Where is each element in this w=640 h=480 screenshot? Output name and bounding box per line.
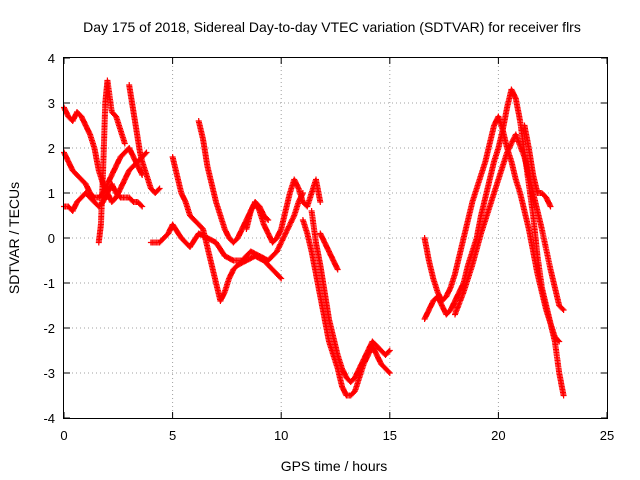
series-markers (95, 77, 128, 246)
x-tick-label: 0 (60, 428, 67, 443)
series-markers (126, 82, 163, 196)
x-tick-label: 15 (383, 428, 397, 443)
series-markers (308, 208, 393, 385)
y-tick-label: 1 (48, 186, 55, 201)
series-4 (95, 77, 128, 246)
y-tick-label: -1 (43, 276, 55, 291)
series-8 (195, 118, 272, 246)
series-markers (169, 154, 285, 304)
y-tick-label: -4 (43, 411, 55, 426)
series-9 (243, 176, 324, 246)
series-markers (243, 176, 324, 246)
x-tick-label: 10 (274, 428, 288, 443)
plot-frame (63, 57, 608, 419)
series-markers (452, 131, 567, 318)
y-tick-label: -3 (43, 366, 55, 381)
y-tick-label: 2 (48, 141, 55, 156)
series-markers (195, 118, 272, 246)
y-tick-label: -2 (43, 321, 55, 336)
x-tick-label: 25 (600, 428, 614, 443)
y-tick-label: 3 (48, 96, 55, 111)
series-15 (452, 131, 567, 318)
y-tick-label: 0 (48, 231, 55, 246)
chart-title: Day 175 of 2018, Sidereal Day-to-day VTE… (83, 19, 581, 35)
series-5 (126, 82, 163, 196)
x-tick-label: 5 (169, 428, 176, 443)
series-7 (169, 154, 285, 304)
y-axis-label: SDTVAR / TECUs (6, 182, 22, 294)
x-tick-label: 20 (491, 428, 505, 443)
series-11 (308, 208, 393, 385)
y-tick-label: 4 (48, 51, 55, 66)
series-16 (521, 122, 554, 210)
series-12 (317, 230, 341, 273)
series-markers (317, 230, 341, 273)
x-axis-label: GPS time / hours (281, 458, 388, 474)
series-markers (421, 113, 563, 345)
series-14 (421, 113, 563, 345)
series-markers (521, 122, 554, 210)
